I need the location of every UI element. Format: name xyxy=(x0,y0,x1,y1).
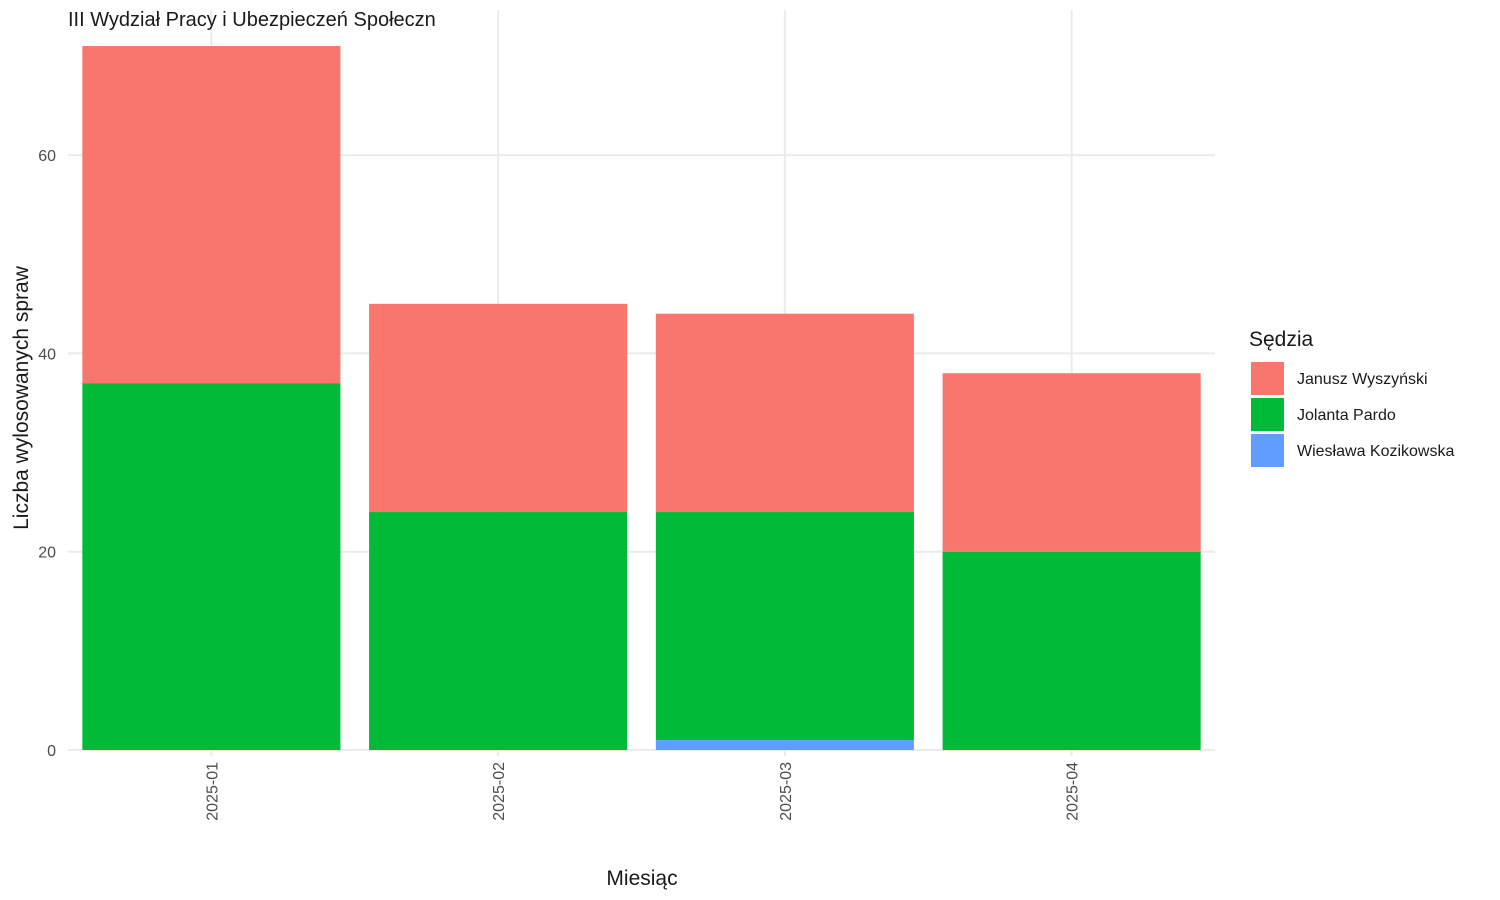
bar-segment xyxy=(369,512,628,750)
legend-swatch xyxy=(1251,434,1284,467)
bar-segment xyxy=(655,740,914,750)
x-axis-title: Miesiąc xyxy=(606,867,677,890)
y-tick-label: 0 xyxy=(47,743,56,760)
legend-swatch xyxy=(1251,398,1284,431)
legend-label: Janusz Wyszyński xyxy=(1297,371,1428,388)
x-tick-label: 2025-02 xyxy=(491,762,508,821)
bar-segment xyxy=(942,551,1201,750)
legend-items: Janusz Wyszyński Jolanta Pardo Wiesława Ko… xyxy=(1251,362,1454,467)
bar-segment xyxy=(655,313,914,513)
legend-label: Jolanta Pardo xyxy=(1297,407,1396,424)
bar-segment xyxy=(369,303,628,513)
legend: Sędzia Janusz Wyszyński Jolanta Pardo Wies… xyxy=(1249,328,1454,467)
bar-segment xyxy=(942,373,1201,552)
legend-label: Wiesława Kozikowska xyxy=(1297,443,1454,460)
bar-segment xyxy=(655,512,914,741)
legend-title: Sędzia xyxy=(1249,328,1314,351)
x-axis-ticks: 2025-01 2025-02 2025-03 2025-04 xyxy=(204,762,1081,821)
x-tick-label: 2025-01 xyxy=(204,762,221,821)
y-tick-label: 40 xyxy=(38,346,56,363)
y-axis-ticks: 0 20 40 60 xyxy=(38,148,56,760)
legend-swatch xyxy=(1251,362,1284,395)
y-axis-title: Liczba wylosowanych spraw xyxy=(10,265,33,530)
bars xyxy=(82,46,1201,750)
chart-title: III Wydział Pracy i Ubezpieczeń Społeczn xyxy=(68,9,436,31)
bar-segment xyxy=(82,383,341,750)
bar-segment xyxy=(82,46,341,384)
x-tick-label: 2025-03 xyxy=(778,762,795,821)
x-tick-label: 2025-04 xyxy=(1065,762,1082,821)
y-tick-label: 20 xyxy=(38,545,56,562)
y-tick-label: 60 xyxy=(38,148,56,165)
